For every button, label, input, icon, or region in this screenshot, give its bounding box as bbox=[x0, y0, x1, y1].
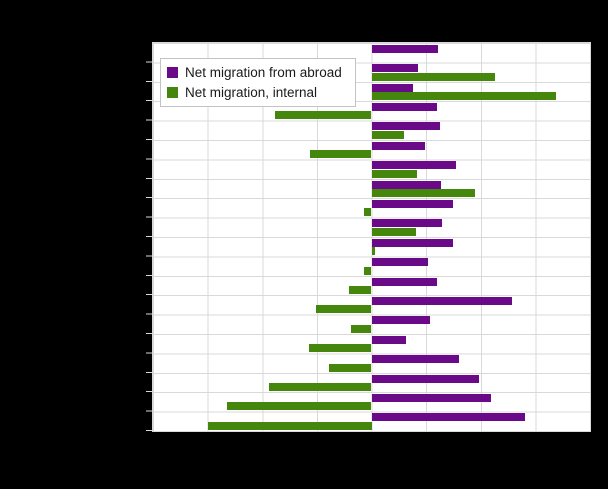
legend-label-abroad: Net migration from abroad bbox=[185, 64, 342, 80]
bar-net-internal bbox=[371, 189, 476, 198]
bar-net-abroad bbox=[371, 355, 459, 364]
bar-net-abroad bbox=[371, 141, 426, 150]
bar-net-abroad bbox=[371, 64, 419, 73]
bar-net-abroad bbox=[371, 199, 454, 208]
bar-net-internal bbox=[329, 363, 372, 372]
bar-net-abroad bbox=[371, 219, 442, 228]
bar-net-internal bbox=[316, 305, 372, 314]
bar-net-internal bbox=[226, 402, 372, 411]
bar-net-internal bbox=[348, 286, 372, 295]
bar-net-abroad bbox=[371, 413, 525, 422]
bar-net-abroad bbox=[371, 161, 456, 170]
bar-net-internal bbox=[269, 383, 372, 392]
bar-net-abroad bbox=[371, 258, 429, 267]
legend: Net migration from abroad Net migration,… bbox=[160, 58, 356, 107]
bar-net-internal bbox=[371, 72, 495, 81]
legend-label-internal: Net migration, internal bbox=[185, 84, 318, 100]
legend-item-internal: Net migration, internal bbox=[167, 82, 342, 102]
legend-swatch-abroad-icon bbox=[167, 66, 178, 78]
bar-net-internal bbox=[309, 344, 372, 353]
bar-net-abroad bbox=[371, 393, 491, 402]
bar-net-abroad bbox=[371, 277, 437, 286]
legend-item-abroad: Net migration from abroad bbox=[167, 62, 342, 82]
y-axis-ticks bbox=[146, 43, 152, 431]
bar-net-internal bbox=[371, 130, 405, 139]
bar-net-abroad bbox=[371, 44, 439, 53]
bar-net-abroad bbox=[371, 238, 454, 247]
bar-net-internal bbox=[371, 92, 557, 101]
bar-net-abroad bbox=[371, 316, 431, 325]
bar-net-internal bbox=[274, 111, 372, 120]
bars-layer bbox=[153, 43, 590, 431]
bar-net-abroad bbox=[371, 335, 407, 344]
bar-net-internal bbox=[309, 150, 372, 159]
bar-net-internal bbox=[363, 266, 372, 275]
bar-net-internal bbox=[371, 169, 417, 178]
legend-swatch-internal-icon bbox=[167, 86, 178, 98]
bar-net-internal bbox=[371, 247, 376, 256]
bar-net-abroad bbox=[371, 83, 413, 92]
bar-net-abroad bbox=[371, 122, 440, 131]
bar-net-internal bbox=[207, 421, 372, 430]
plot-area: Net migration from abroad Net migration,… bbox=[146, 42, 591, 432]
bar-net-abroad bbox=[371, 102, 437, 111]
bar-net-abroad bbox=[371, 374, 479, 383]
bar-net-internal bbox=[371, 227, 416, 236]
bar-net-abroad bbox=[371, 296, 512, 305]
bar-net-internal bbox=[364, 208, 372, 217]
bar-net-internal bbox=[351, 324, 372, 333]
bar-net-abroad bbox=[371, 180, 442, 189]
